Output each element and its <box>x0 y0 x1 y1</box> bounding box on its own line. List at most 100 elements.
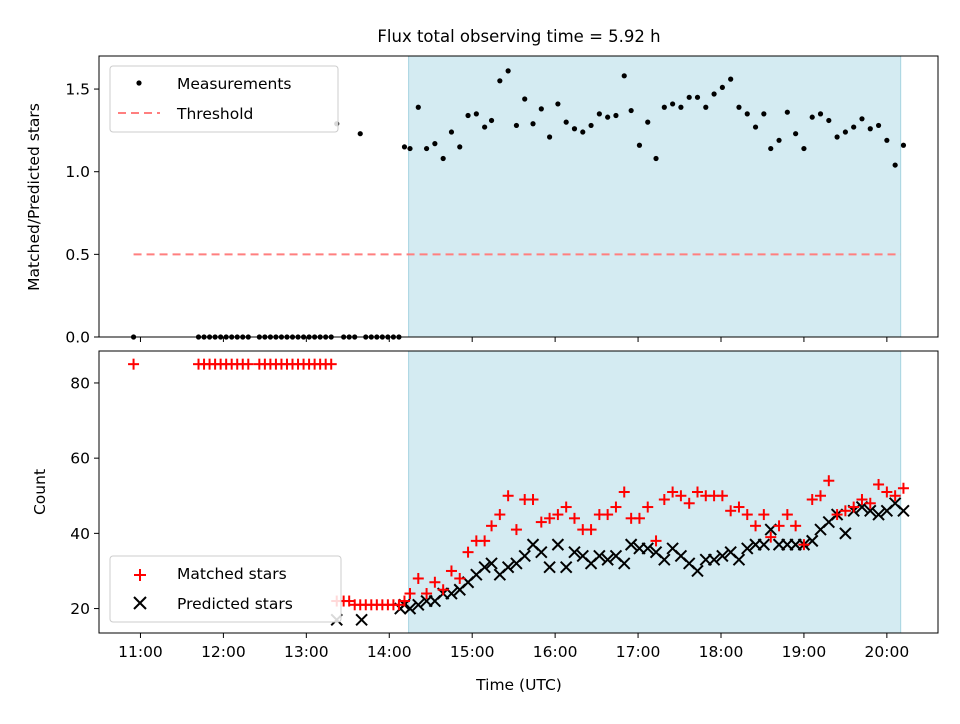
measurement-point <box>563 119 569 125</box>
predicted-star-point <box>559 560 573 574</box>
measurement-point <box>457 144 463 150</box>
measurement-point <box>432 141 438 147</box>
legend-matched-marker <box>134 569 146 581</box>
predicted-stars-points <box>330 497 910 627</box>
predicted-star-point <box>485 557 498 570</box>
matched-star-point <box>412 572 424 584</box>
y-tick-label: 0.5 <box>65 246 90 264</box>
matched-star-point <box>733 501 745 513</box>
x-tick-label: 17:00 <box>616 643 661 661</box>
matched-star-point <box>716 490 728 502</box>
matched-star-point <box>798 539 810 551</box>
matched-star-point <box>650 535 662 547</box>
predicted-star-point <box>543 560 556 574</box>
matched-star-point <box>683 497 695 509</box>
predicted-star-point <box>872 508 885 521</box>
measurement-point <box>482 124 488 130</box>
measurement-point <box>842 129 848 135</box>
measurement-point <box>588 122 594 129</box>
measurement-point <box>505 68 511 74</box>
matched-star-point <box>881 486 893 498</box>
measurement-point <box>678 104 684 110</box>
x-tick-label: 15:00 <box>450 643 495 661</box>
y-tick-label: 1.5 <box>65 81 90 99</box>
matched-star-point <box>343 595 355 607</box>
measurement-point <box>793 131 799 137</box>
matched-star-point <box>429 576 441 588</box>
matched-star-point <box>864 497 876 509</box>
measurement-point <box>580 129 586 135</box>
measurement-point <box>859 116 865 122</box>
predicted-star-point <box>403 602 417 615</box>
top-panel: 0.0 0.5 1.0 1.5 Matched/Predicted stars Mea… <box>25 55 939 347</box>
matched-star-point <box>454 572 466 584</box>
matched-star-point <box>773 520 785 532</box>
predicted-star-point <box>757 538 771 551</box>
matched-star-point <box>535 516 547 528</box>
measurement-point <box>448 129 455 135</box>
x-tick-label: 13:00 <box>284 643 329 661</box>
measurement-point <box>645 119 651 125</box>
predicted-star-point <box>691 564 704 578</box>
y-tick-label: 40 <box>70 525 90 543</box>
legend-measurements-marker <box>136 80 142 86</box>
predicted-star-point <box>897 504 910 518</box>
matched-star-point <box>675 490 687 502</box>
bottom-y-ticks: 20 40 60 80 <box>70 374 99 618</box>
legend-predicted-label: Predicted stars <box>177 595 293 613</box>
matched-star-point <box>610 501 622 513</box>
matched-star-point <box>585 524 597 536</box>
measurement-point <box>703 104 709 110</box>
matched-star-point <box>889 490 901 502</box>
measurement-point <box>465 112 471 119</box>
measurement-point <box>488 117 495 124</box>
x-tick-label: 18:00 <box>699 643 744 661</box>
predicted-star-point <box>624 538 638 551</box>
measurement-point <box>513 122 520 129</box>
figure-title: Flux total observing time = 5.92 h <box>377 27 660 46</box>
predicted-star-point <box>839 527 852 540</box>
matched-star-point <box>404 588 416 600</box>
top-axes-frame <box>98 55 939 338</box>
predicted-star-point <box>593 549 606 563</box>
measurement-point <box>761 111 767 117</box>
matched-star-point <box>494 509 506 521</box>
measurement-point <box>605 114 611 120</box>
matched-star-point <box>750 520 762 532</box>
matched-star-point <box>839 505 851 517</box>
matched-star-point <box>393 599 405 611</box>
measurement-point <box>407 145 413 152</box>
measurement-point <box>851 124 857 130</box>
x-tick-label: 20:00 <box>865 643 910 661</box>
measurement-point <box>440 155 446 162</box>
measurement-point <box>809 114 815 120</box>
measurement-point <box>555 101 561 107</box>
measurement-point <box>892 162 898 168</box>
measurement-point <box>530 121 536 127</box>
measurement-point <box>884 137 890 143</box>
measurement-point <box>628 107 634 114</box>
matched-star-point <box>486 520 498 532</box>
matched-star-point <box>398 595 410 607</box>
matched-star-point <box>725 505 737 517</box>
matched-star-point <box>510 524 522 536</box>
bottom-legend: Matched stars Predicted stars <box>109 555 342 623</box>
bottom-x-ticks: 11:00 12:00 13:00 14:00 15:00 16:00 17:00 18:00… <box>118 633 909 661</box>
measurement-point <box>473 111 479 117</box>
matched-star-point <box>815 490 827 502</box>
matched-star-point <box>790 520 802 532</box>
predicted-star-point <box>741 542 754 555</box>
predicted-star-point <box>568 545 581 559</box>
legend-threshold-label: Threshold <box>176 105 253 123</box>
matched-star-point <box>568 512 580 524</box>
y-tick-label: 80 <box>70 374 90 392</box>
matched-star-point <box>128 358 140 370</box>
matched-star-point <box>758 509 770 521</box>
measurement-point <box>875 122 882 129</box>
measurement-point <box>613 112 619 119</box>
matched-star-point <box>325 358 337 370</box>
predicted-star-point <box>601 553 614 566</box>
matched-star-point <box>618 486 630 498</box>
matched-star-point <box>806 494 818 506</box>
matched-star-point <box>544 512 556 524</box>
